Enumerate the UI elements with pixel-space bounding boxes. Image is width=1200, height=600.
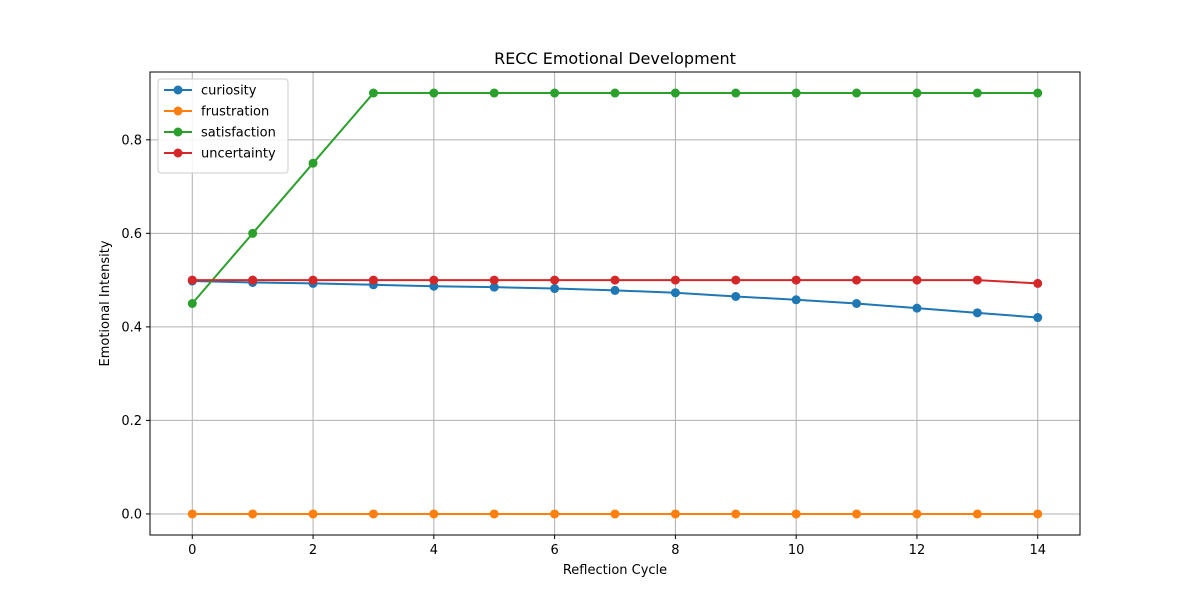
x-tick-label: 12: [909, 543, 926, 558]
data-point-curiosity: [670, 288, 680, 298]
legend-marker: [173, 148, 183, 158]
data-point-satisfaction: [791, 88, 801, 98]
data-point-uncertainty: [429, 275, 439, 285]
axis-ticks: 0 2 4 6 8 10 12 14 0.0 0.2 0.4 0.6 0.8: [121, 133, 1046, 558]
data-point-curiosity: [550, 284, 560, 294]
data-point-frustration: [550, 509, 560, 519]
data-point-satisfaction: [731, 88, 741, 98]
y-tick-label: 0.0: [121, 507, 142, 522]
series-frustration: [187, 509, 1043, 519]
data-point-satisfaction: [972, 88, 982, 98]
legend-item-curiosity: curiosity: [164, 84, 257, 99]
data-point-curiosity: [791, 295, 801, 305]
data-point-uncertainty: [489, 275, 499, 285]
data-point-satisfaction: [308, 158, 318, 168]
plot-frame: [149, 71, 1081, 536]
y-tick-label: 0.8: [121, 133, 142, 148]
data-point-frustration: [852, 509, 862, 519]
data-point-satisfaction: [368, 88, 378, 98]
data-point-uncertainty: [731, 275, 741, 285]
data-point-frustration: [308, 509, 318, 519]
legend-label: satisfaction: [201, 126, 276, 141]
data-point-curiosity: [1033, 313, 1043, 323]
data-point-uncertainty: [1033, 278, 1043, 288]
legend: curiosity frustration satisfaction uncertai…: [157, 78, 289, 174]
x-tick-label: 2: [309, 543, 317, 558]
x-tick-label: 10: [788, 543, 805, 558]
y-axis-label: Emotional Intensity: [98, 240, 113, 366]
legend-label: frustration: [201, 105, 269, 120]
data-point-frustration: [429, 509, 439, 519]
data-point-curiosity: [912, 303, 922, 313]
series-satisfaction: [187, 88, 1043, 308]
x-tick-label: 6: [550, 543, 558, 558]
data-point-frustration: [912, 509, 922, 519]
data-point-satisfaction: [610, 88, 620, 98]
data-point-curiosity: [972, 308, 982, 318]
x-tick-label: 14: [1029, 543, 1046, 558]
data-point-uncertainty: [670, 275, 680, 285]
data-point-frustration: [248, 509, 258, 519]
data-point-satisfaction: [852, 88, 862, 98]
data-point-uncertainty: [852, 275, 862, 285]
data-point-curiosity: [731, 291, 741, 301]
data-point-curiosity: [610, 285, 620, 295]
legend-marker: [173, 127, 183, 137]
y-tick-label: 0.2: [121, 414, 142, 429]
y-tick-label: 0.4: [121, 320, 142, 335]
x-tick-label: 4: [430, 543, 438, 558]
data-point-frustration: [972, 509, 982, 519]
data-point-curiosity: [489, 282, 499, 292]
legend-item-frustration: frustration: [164, 105, 269, 120]
data-point-uncertainty: [610, 275, 620, 285]
data-point-uncertainty: [187, 275, 197, 285]
data-point-frustration: [670, 509, 680, 519]
data-point-uncertainty: [248, 275, 258, 285]
data-point-curiosity: [852, 299, 862, 308]
data-point-satisfaction: [489, 88, 499, 98]
data-point-uncertainty: [972, 275, 982, 285]
legend-label: uncertainty: [201, 147, 276, 162]
data-point-satisfaction: [429, 88, 439, 98]
data-point-frustration: [731, 509, 741, 519]
x-tick-label: 8: [671, 543, 679, 558]
data-point-satisfaction: [912, 88, 922, 98]
data-point-frustration: [791, 509, 801, 519]
data-point-uncertainty: [912, 275, 922, 285]
data-point-frustration: [368, 509, 378, 519]
legend-marker: [173, 106, 183, 116]
data-point-frustration: [489, 509, 499, 519]
data-point-frustration: [187, 509, 197, 519]
data-point-uncertainty: [308, 275, 318, 285]
legend-label: curiosity: [201, 84, 257, 99]
series-uncertainty: [187, 275, 1043, 288]
x-axis-label: Reflection Cycle: [563, 563, 667, 578]
y-tick-label: 0.6: [121, 227, 142, 242]
data-point-frustration: [1033, 509, 1043, 519]
data-point-satisfaction: [1033, 88, 1043, 98]
x-tick-label: 0: [188, 543, 196, 558]
data-point-satisfaction: [670, 88, 680, 98]
data-point-uncertainty: [550, 275, 560, 285]
legend-box: [157, 78, 289, 174]
data-point-uncertainty: [368, 275, 378, 285]
data-point-frustration: [610, 509, 620, 519]
data-point-satisfaction: [248, 228, 258, 238]
data-point-uncertainty: [791, 275, 801, 285]
legend-item-uncertainty: uncertainty: [164, 147, 276, 162]
data-point-satisfaction: [187, 299, 197, 308]
legend-item-satisfaction: satisfaction: [164, 126, 276, 141]
data-point-satisfaction: [550, 88, 560, 98]
series-layer: [187, 88, 1043, 519]
legend-marker: [173, 85, 183, 95]
chart-title: RECC Emotional Development: [494, 49, 736, 68]
